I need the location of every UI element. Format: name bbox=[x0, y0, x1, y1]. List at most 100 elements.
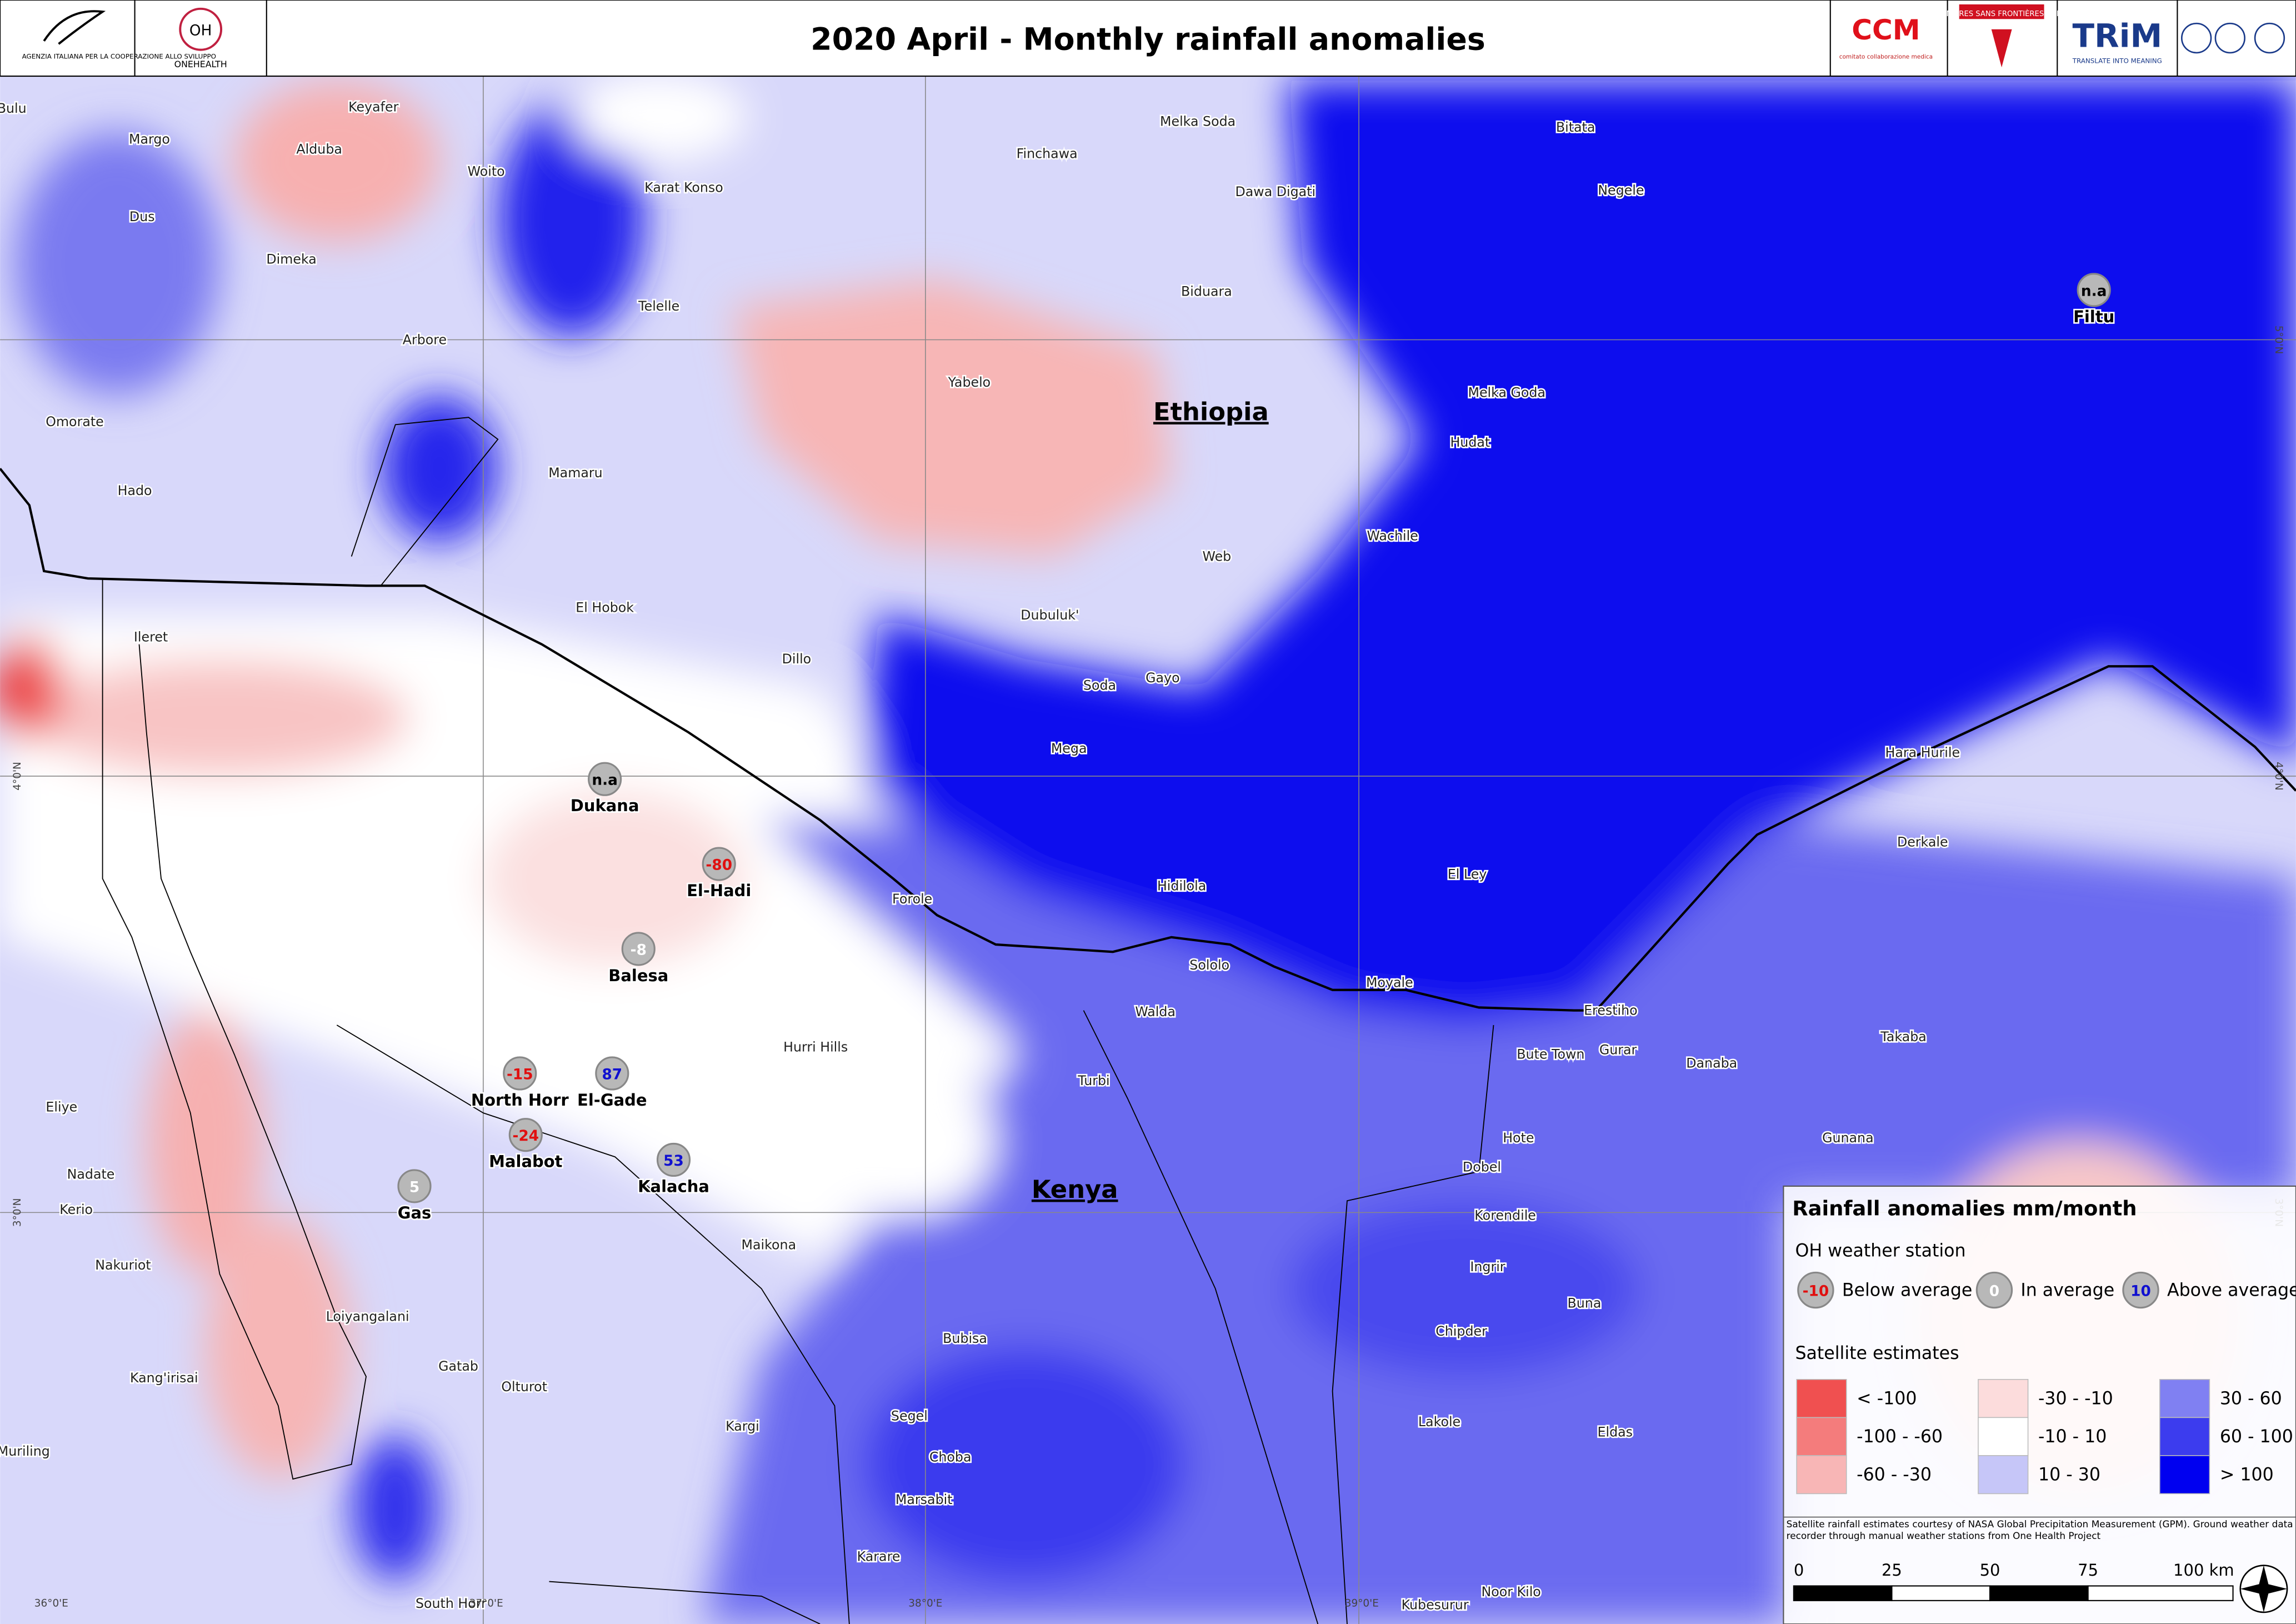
map-title: 2020 April - Monthly rainfall anomalies bbox=[811, 22, 1485, 58]
place-label: Melka Goda bbox=[1468, 384, 1545, 400]
place-label: Hote bbox=[1503, 1130, 1534, 1146]
place-label: Alduba bbox=[296, 142, 342, 157]
place-label: Arbore bbox=[403, 332, 447, 347]
place-label: Keyafer bbox=[348, 99, 398, 114]
place-label: Mega bbox=[1051, 741, 1087, 756]
station-name: Balesa bbox=[608, 966, 668, 985]
place-label: Karat Konso bbox=[644, 179, 723, 195]
place-label: Walda bbox=[1135, 1004, 1175, 1020]
station-name: El-Gade bbox=[577, 1091, 647, 1110]
graticule-label: 4°0'N bbox=[2273, 762, 2284, 791]
station-value: n.a bbox=[592, 772, 618, 789]
legend-station-value: -10 bbox=[1803, 1283, 1829, 1300]
legend-class-label: -100 - -60 bbox=[1857, 1427, 1943, 1447]
station-name: Malabot bbox=[489, 1152, 563, 1171]
logo-text: VÉTÉRINAIRES SANS FRONTIÈRES GERMANY bbox=[1920, 9, 2083, 18]
legend-subtitle: OH weather station bbox=[1795, 1241, 1965, 1261]
place-label: Web bbox=[1203, 548, 1232, 564]
station-marker bbox=[397, 1169, 432, 1203]
station-value: -8 bbox=[631, 942, 647, 958]
logo bbox=[2180, 22, 2212, 54]
graticule-label: 36°0'E bbox=[34, 1597, 68, 1609]
station-value: n.a bbox=[2081, 283, 2107, 299]
legend-swatch bbox=[1978, 1417, 2029, 1456]
scale-label: 25 bbox=[1882, 1561, 1902, 1580]
legend-swatch bbox=[1796, 1455, 1847, 1495]
station-marker bbox=[508, 1118, 543, 1152]
station-name: Gas bbox=[398, 1203, 432, 1222]
station-name: North Horr bbox=[471, 1091, 569, 1110]
legend-swatch bbox=[2159, 1379, 2210, 1418]
station-marker bbox=[503, 1056, 537, 1091]
scale-segment bbox=[2087, 1585, 2234, 1601]
place-label: Turbi bbox=[1077, 1073, 1109, 1088]
place-label: Marsabit bbox=[896, 1492, 953, 1507]
place-label: Telelle bbox=[638, 298, 679, 314]
legend-station-label: Below average bbox=[1842, 1281, 1973, 1301]
place-label: Hidilola bbox=[1157, 878, 1206, 894]
country-label: Kenya bbox=[1032, 1175, 1118, 1204]
logo-text: CCM bbox=[1852, 14, 1920, 46]
place-label: Bubisa bbox=[943, 1331, 987, 1346]
place-label: Karare bbox=[857, 1549, 901, 1565]
place-label: Derkale bbox=[1897, 834, 1948, 850]
place-label: Dimeka bbox=[266, 251, 316, 267]
graticule-label: 4°0'N bbox=[12, 762, 23, 791]
place-label: Loiyangalani bbox=[326, 1308, 409, 1324]
place-label: Korendile bbox=[1474, 1208, 1536, 1223]
station-marker bbox=[588, 762, 622, 796]
rainfall-surface bbox=[0, 76, 2296, 1624]
station-marker bbox=[656, 1142, 691, 1177]
legend-swatch bbox=[1796, 1379, 1847, 1418]
scale-segment bbox=[1793, 1585, 1893, 1601]
logo-text: AGENZIA ITALIANA PER LA COOPERAZIONE ALL… bbox=[22, 52, 216, 60]
place-label: Takaba bbox=[1880, 1029, 1927, 1045]
credits-box: Satellite rainfall estimates courtesy of… bbox=[1786, 1518, 2293, 1542]
legend-station-label: In average bbox=[2020, 1281, 2114, 1301]
north-arrow bbox=[2239, 1565, 2288, 1613]
place-label: Soda bbox=[1083, 677, 1116, 693]
legend-subtitle: Satellite estimates bbox=[1795, 1343, 1959, 1363]
place-label: Maikona bbox=[742, 1237, 797, 1252]
place-label: Segel bbox=[891, 1408, 928, 1424]
place-label: Melka Soda bbox=[1160, 114, 1235, 129]
legend-station-value: 0 bbox=[1989, 1283, 1999, 1300]
station-value: -15 bbox=[507, 1067, 533, 1083]
logo-text: OH bbox=[189, 22, 212, 39]
station-marker bbox=[595, 1056, 629, 1091]
legend-class-label: < -100 bbox=[1857, 1389, 1917, 1409]
legend-swatch bbox=[2159, 1417, 2210, 1456]
place-label: Negele bbox=[1598, 183, 1644, 198]
place-label: Hado bbox=[118, 483, 152, 498]
scale-label: 100 km bbox=[2173, 1561, 2234, 1580]
place-label: Sololo bbox=[1189, 957, 1229, 973]
logo-text: ONEHEALTH bbox=[174, 59, 227, 69]
place-label: El Ley bbox=[1448, 866, 1487, 882]
place-label: Hudat bbox=[1450, 434, 1490, 450]
scale-segment bbox=[1891, 1585, 1991, 1601]
place-label: Erestiho bbox=[1584, 1003, 1638, 1018]
legend-swatch bbox=[1978, 1379, 2029, 1418]
place-label: Bitata bbox=[1556, 119, 1595, 135]
place-label: Woito bbox=[468, 163, 505, 179]
scale-segment bbox=[1989, 1585, 2089, 1601]
scale-label: 75 bbox=[2078, 1561, 2098, 1580]
legend-station-marker bbox=[1975, 1271, 2013, 1309]
place-label: Gurar bbox=[1599, 1042, 1637, 1058]
logo-text: TRiM bbox=[2072, 17, 2162, 54]
legend-class-label: -30 - -10 bbox=[2038, 1389, 2113, 1409]
legend-station-label: Above average bbox=[2167, 1281, 2296, 1301]
legend-class-label: -10 - 10 bbox=[2038, 1427, 2107, 1447]
station-name: El-Hadi bbox=[687, 881, 751, 900]
place-label: Ileret bbox=[134, 629, 168, 644]
place-label: Omorate bbox=[46, 414, 103, 429]
place-label: Forole bbox=[892, 891, 932, 907]
place-label: Kubesurur bbox=[1402, 1597, 1469, 1613]
station-marker bbox=[621, 932, 656, 966]
place-label: Danaba bbox=[1686, 1055, 1737, 1071]
credits: Satellite rainfall estimates courtesy of… bbox=[1786, 1518, 2293, 1542]
station-value: -80 bbox=[706, 857, 732, 874]
legend-swatch bbox=[1978, 1455, 2029, 1495]
